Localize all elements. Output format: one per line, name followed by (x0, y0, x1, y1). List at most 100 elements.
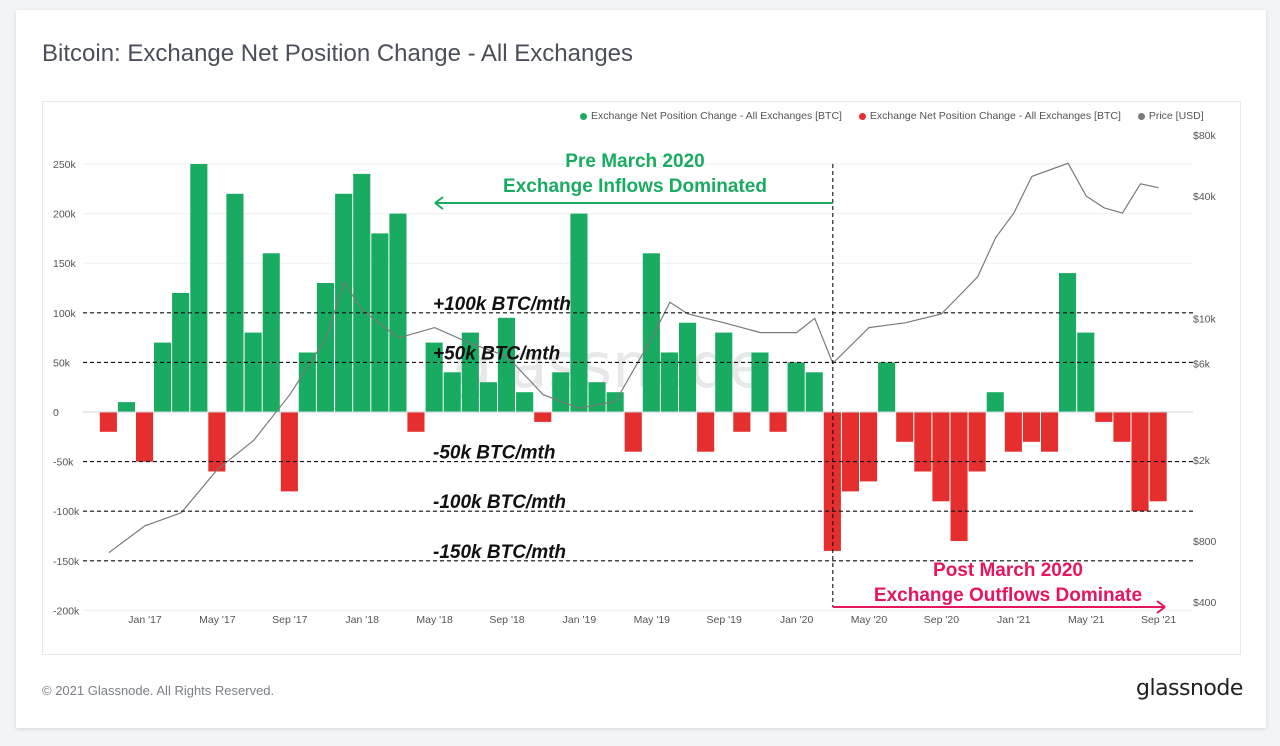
level-label: +50k BTC/mth (433, 343, 560, 364)
y-right-tick-label: $6k (1193, 358, 1211, 370)
y-tick-label: 150k (53, 258, 77, 270)
inflow-bar (298, 352, 316, 412)
outflow-bar (99, 412, 117, 432)
outflow-bar (534, 412, 552, 422)
x-tick-label: May '18 (416, 614, 453, 626)
inflow-bar (1077, 332, 1095, 412)
chart-svg: 250k 200k 150k 100k 50k 0 -50k -100k -150k -200k $… (53, 130, 1217, 626)
outflow-bar (841, 412, 859, 492)
legend: Exchange Net Position Change - All Excha… (580, 110, 1218, 122)
inflow-bar (262, 253, 280, 412)
outflow-bar (624, 412, 642, 452)
outflow-bar (1149, 412, 1167, 502)
x-tick-label: Sep '19 (707, 614, 742, 626)
inflow-bar (570, 213, 588, 412)
outflow-bar (733, 412, 751, 432)
x-tick-label: Jan '18 (345, 614, 379, 626)
outflow-bar (697, 412, 715, 452)
inflow-bar (552, 372, 570, 412)
legend-label: Exchange Net Position Change - All Excha… (869, 110, 1121, 122)
level-label: -100k BTC/mth (433, 492, 566, 513)
y-right-tick-label: $80k (1193, 130, 1217, 142)
chart-area: 250k 200k 150k 100k 50k 0 -50k -100k -150k -200k $… (42, 101, 1241, 655)
outflow-bar (208, 412, 226, 472)
x-tick-label: Sep '21 (1141, 614, 1176, 626)
x-tick-label: Jan '19 (563, 614, 597, 626)
post-subtitle: Exchange Outflows Dominate (874, 585, 1142, 606)
outflow-bar (1041, 412, 1059, 452)
level-label: -150k BTC/mth (433, 542, 566, 563)
price-line (108, 162, 1159, 554)
pre-subtitle: Exchange Inflows Dominated (503, 176, 767, 197)
y-tick-label: 100k (53, 308, 77, 320)
y-tick-label: 50k (53, 357, 71, 369)
inflow-bar (787, 362, 805, 412)
x-tick-label: Jan '20 (780, 614, 814, 626)
x-tick-label: Jan '17 (128, 614, 162, 626)
page-title: Bitcoin: Exchange Net Position Change - … (42, 40, 634, 67)
inflow-bar (606, 392, 624, 412)
outflow-bar (860, 412, 878, 482)
outflow-bar (1004, 412, 1022, 452)
x-tick-label: May '21 (1068, 614, 1105, 626)
brand-logo[interactable]: glassnode (1136, 676, 1243, 701)
x-tick-label: May '20 (851, 614, 888, 626)
inflow-bar (190, 164, 208, 412)
y-tick-label: 0 (53, 407, 59, 419)
inflow-bar (479, 382, 497, 412)
outflow-bar (1022, 412, 1040, 442)
outflow-bar (914, 412, 932, 472)
y-right-tick-label: $400 (1193, 597, 1217, 609)
outflow-bar (280, 412, 298, 492)
outflow-bar (932, 412, 950, 502)
x-tick-label: May '19 (634, 614, 671, 626)
post-title: Post March 2020 (933, 560, 1083, 581)
inflow-bar (371, 233, 389, 412)
y-right-tick-label: $10k (1193, 313, 1217, 325)
y-right-tick-label: $40k (1193, 191, 1217, 203)
pre-title: Pre March 2020 (565, 151, 704, 172)
y-tick-label: -100k (53, 506, 80, 518)
level-label: +100k BTC/mth (433, 294, 571, 315)
inflow-bar (335, 193, 353, 412)
x-tick-label: Jan '21 (997, 614, 1031, 626)
inflow-bar (986, 392, 1004, 412)
x-tick-label: May '17 (199, 614, 236, 626)
outflow-bar (136, 412, 154, 462)
inflow-bar (353, 173, 371, 412)
y-right-tick-label: $2k (1193, 455, 1211, 467)
inflow-bar (425, 342, 443, 412)
y-right-tick-label: $800 (1193, 536, 1217, 548)
inflow-bar (117, 402, 135, 412)
inflow-bar (497, 317, 515, 412)
inflow-bar (516, 392, 534, 412)
inflow-bar (172, 293, 190, 412)
legend-dot-red (858, 112, 866, 120)
legend-item-inflow[interactable]: Exchange Net Position Change - All Excha… (580, 110, 842, 122)
outflow-bar (1095, 412, 1113, 422)
outflow-bar (950, 412, 968, 541)
y-tick-label: 250k (53, 159, 77, 171)
inflow-bar (443, 372, 461, 412)
x-tick-label: Sep '18 (489, 614, 524, 626)
inflow-bar (316, 283, 334, 412)
copyright: © 2021 Glassnode. All Rights Reserved. (42, 683, 275, 698)
pre-arrow-head (434, 196, 444, 210)
level-label: -50k BTC/mth (433, 443, 555, 464)
x-tick-label: Sep '17 (272, 614, 307, 626)
legend-item-price[interactable]: Price [USD] (1137, 110, 1204, 122)
legend-label: Price [USD] (1148, 110, 1204, 122)
x-tick-label: Sep '20 (924, 614, 959, 626)
legend-item-outflow[interactable]: Exchange Net Position Change - All Excha… (858, 110, 1121, 122)
legend-dot-green (580, 112, 587, 120)
inflow-bar (226, 193, 244, 412)
outflow-bar (968, 412, 986, 472)
inflow-bar (679, 322, 697, 412)
legend-dot-gray (1137, 112, 1145, 120)
y-tick-label: -150k (53, 556, 80, 568)
legend-label: Exchange Net Position Change - All Excha… (591, 110, 842, 122)
outflow-bar (407, 412, 425, 432)
post-arrow-head (1156, 600, 1166, 614)
outflow-bar (896, 412, 914, 442)
y-tick-label: -50k (53, 457, 74, 469)
